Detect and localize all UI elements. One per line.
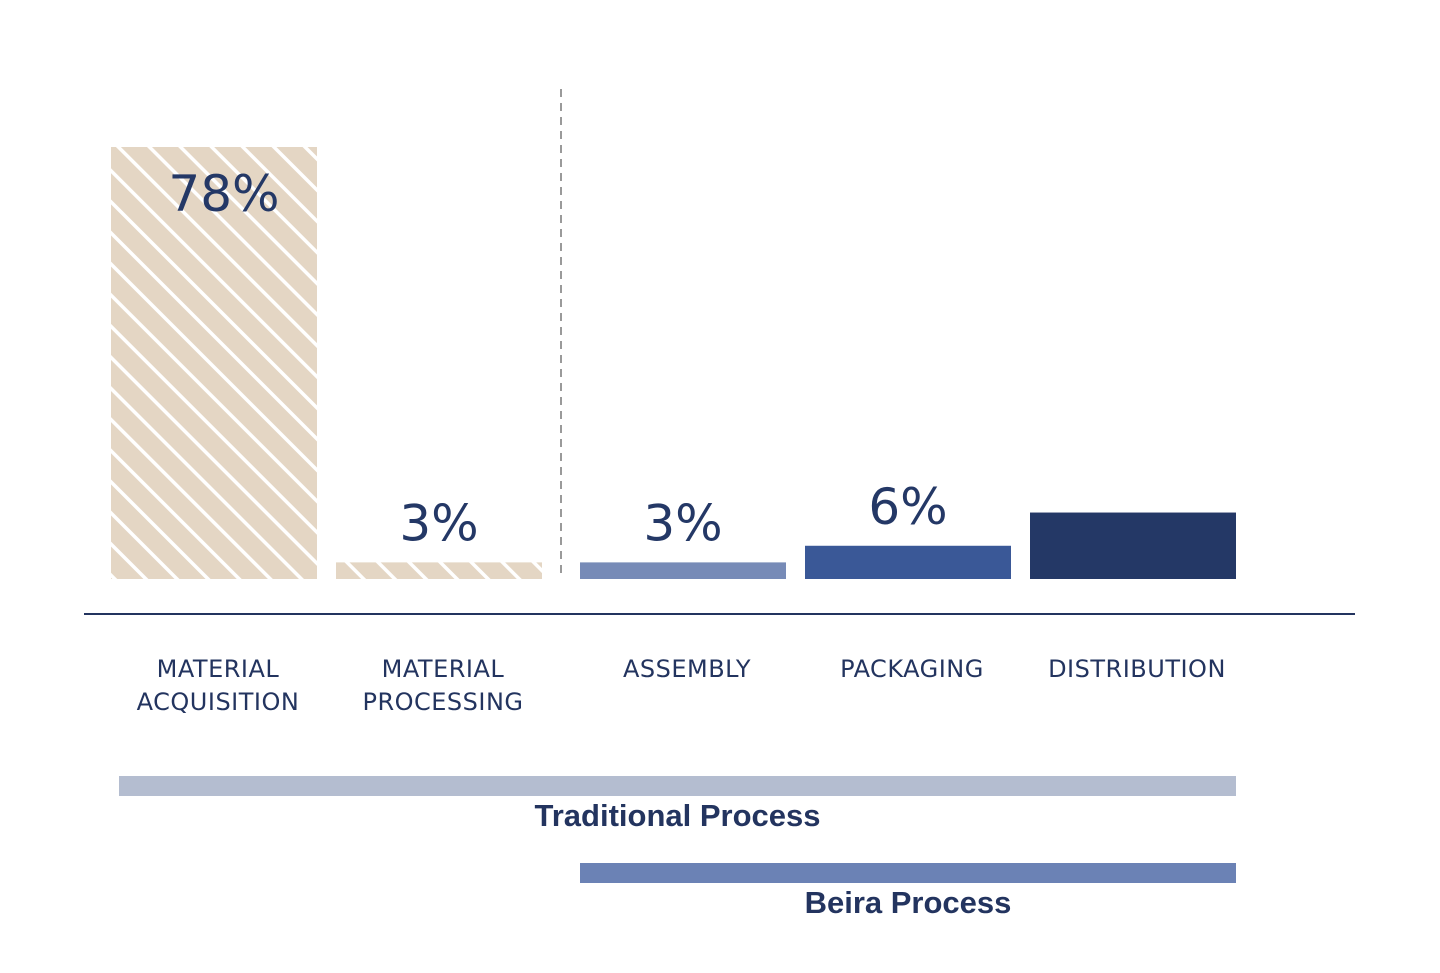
band-bar-0 bbox=[119, 776, 1236, 796]
category-label-4-0: DISTRIBUTION bbox=[1048, 655, 1226, 683]
process-bands: Traditional Process Beira Process bbox=[119, 776, 1236, 920]
value-label-2: 3% bbox=[643, 494, 722, 552]
category-label-1-0: MATERIAL bbox=[382, 655, 505, 683]
bar-4 bbox=[1030, 512, 1236, 579]
category-label-0-0: MATERIAL bbox=[157, 655, 280, 683]
value-labels: 78% 3% 3% 6% 12% bbox=[168, 165, 1188, 552]
bars bbox=[111, 147, 1236, 579]
bar-0 bbox=[111, 147, 317, 579]
bar-2 bbox=[580, 562, 786, 579]
band-label-0: Traditional Process bbox=[535, 798, 821, 833]
value-label-1: 3% bbox=[399, 494, 478, 552]
bar-1 bbox=[336, 562, 542, 579]
band-bar-1 bbox=[580, 863, 1236, 883]
category-label-0-1: ACQUISITION bbox=[137, 688, 300, 716]
category-label-3-0: PACKAGING bbox=[840, 655, 984, 683]
value-label-4: 12% bbox=[1077, 445, 1188, 503]
category-label-2-0: ASSEMBLY bbox=[623, 655, 751, 683]
category-labels: MATERIAL ACQUISITION MATERIAL PROCESSING ASS… bbox=[137, 655, 1226, 716]
value-label-0: 78% bbox=[168, 165, 279, 223]
category-label-1-1: PROCESSING bbox=[362, 688, 523, 716]
bar-3 bbox=[805, 545, 1011, 579]
value-label-3: 6% bbox=[868, 478, 947, 536]
band-label-1: Beira Process bbox=[805, 885, 1012, 920]
